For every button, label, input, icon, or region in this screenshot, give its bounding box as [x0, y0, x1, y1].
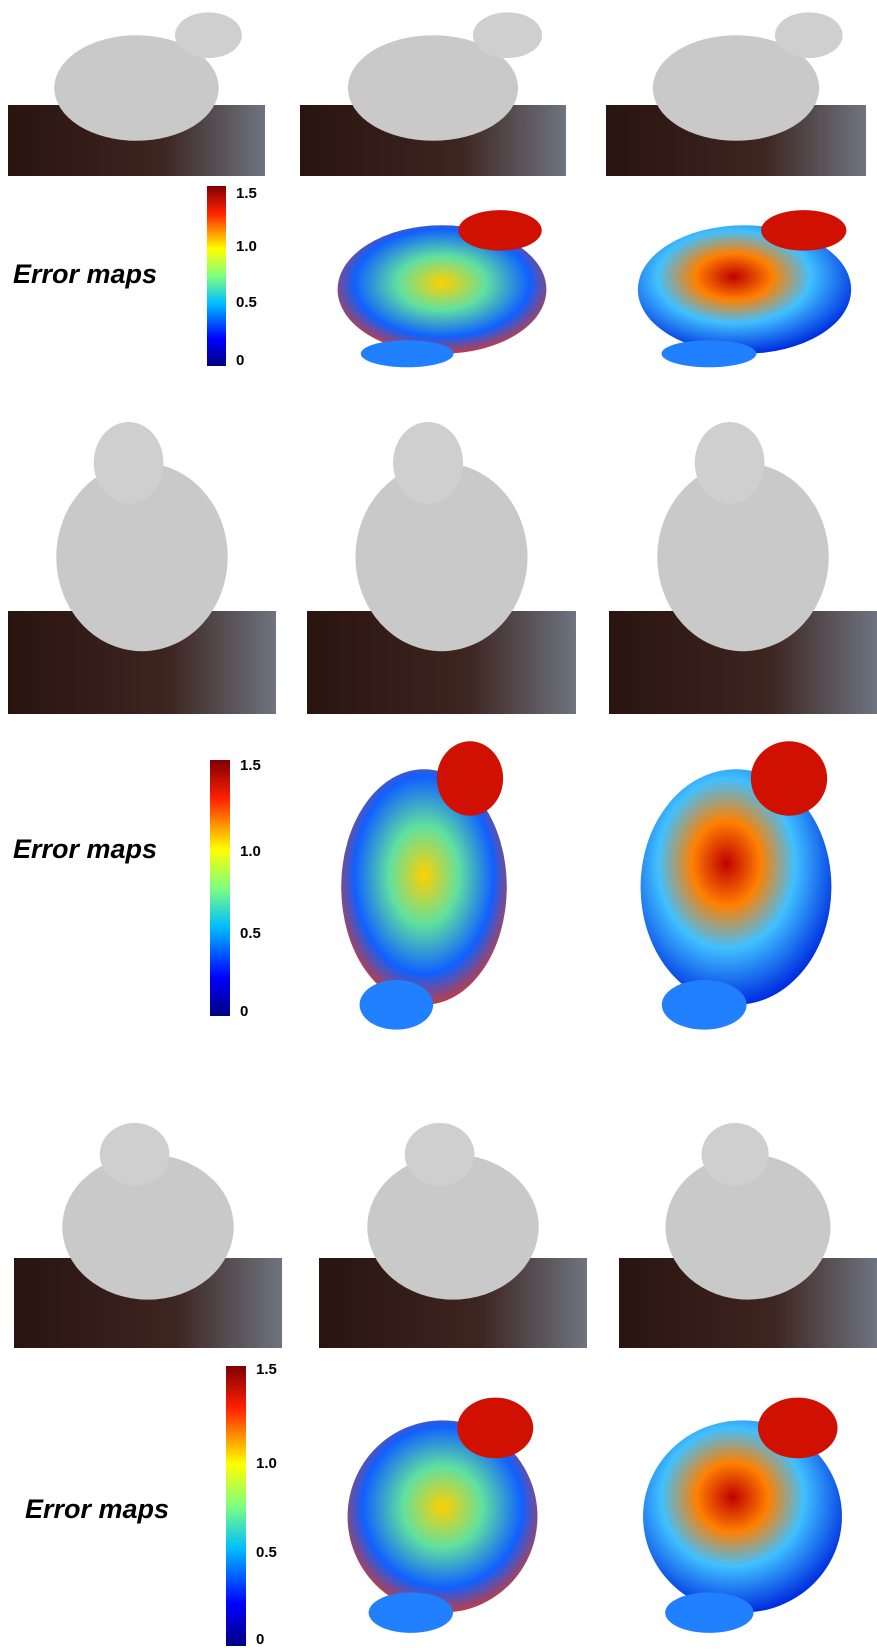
colorbar-tick-label: 0.5 [240, 925, 261, 942]
colorbar-tick-label: 0.5 [256, 1544, 277, 1561]
colorbar-tick-label: 0 [236, 352, 244, 369]
error-map-part [458, 210, 542, 251]
error-map-part [437, 741, 503, 815]
render-head [775, 12, 843, 58]
error-map-part [457, 1398, 533, 1459]
render-head [100, 1123, 170, 1186]
colorbar-tick-label: 0.5 [236, 294, 257, 311]
error-map-part [662, 340, 757, 367]
error-map-part [665, 1592, 753, 1632]
colorbar-tick-label: 1.0 [236, 238, 257, 255]
render-head [473, 12, 542, 58]
error-map-part [361, 340, 454, 367]
colorbar-tick-label: 1.5 [236, 185, 257, 202]
row-label: Error maps [13, 834, 157, 864]
colorbar [210, 760, 230, 1016]
error-map-part [761, 210, 846, 251]
figure: Error maps 1.5 1.0 0.5 0 Error maps 1.5 1.0 0.5 0… [0, 0, 877, 1650]
error-map-part [369, 1592, 453, 1632]
render-head [405, 1123, 475, 1186]
render-head [702, 1123, 769, 1186]
colorbar [226, 1366, 246, 1646]
row-label: Error maps [25, 1494, 169, 1524]
row-label: Error maps [13, 259, 157, 289]
error-map-part [360, 980, 434, 1030]
error-map-part [662, 980, 747, 1030]
colorbar-tick-label: 0 [240, 1003, 248, 1020]
render-head [695, 422, 765, 504]
render-head [175, 12, 242, 58]
colorbar-tick-label: 1.0 [256, 1455, 277, 1472]
colorbar-tick-label: 0 [256, 1631, 264, 1648]
colorbar-tick-label: 1.0 [240, 843, 261, 860]
colorbar [207, 186, 226, 366]
render-head [393, 422, 463, 504]
error-map-part [758, 1398, 838, 1459]
colorbar-tick-label: 1.5 [240, 757, 261, 774]
colorbar-tick-label: 1.5 [256, 1361, 277, 1378]
render-head [94, 422, 164, 504]
error-map-part [751, 741, 827, 815]
